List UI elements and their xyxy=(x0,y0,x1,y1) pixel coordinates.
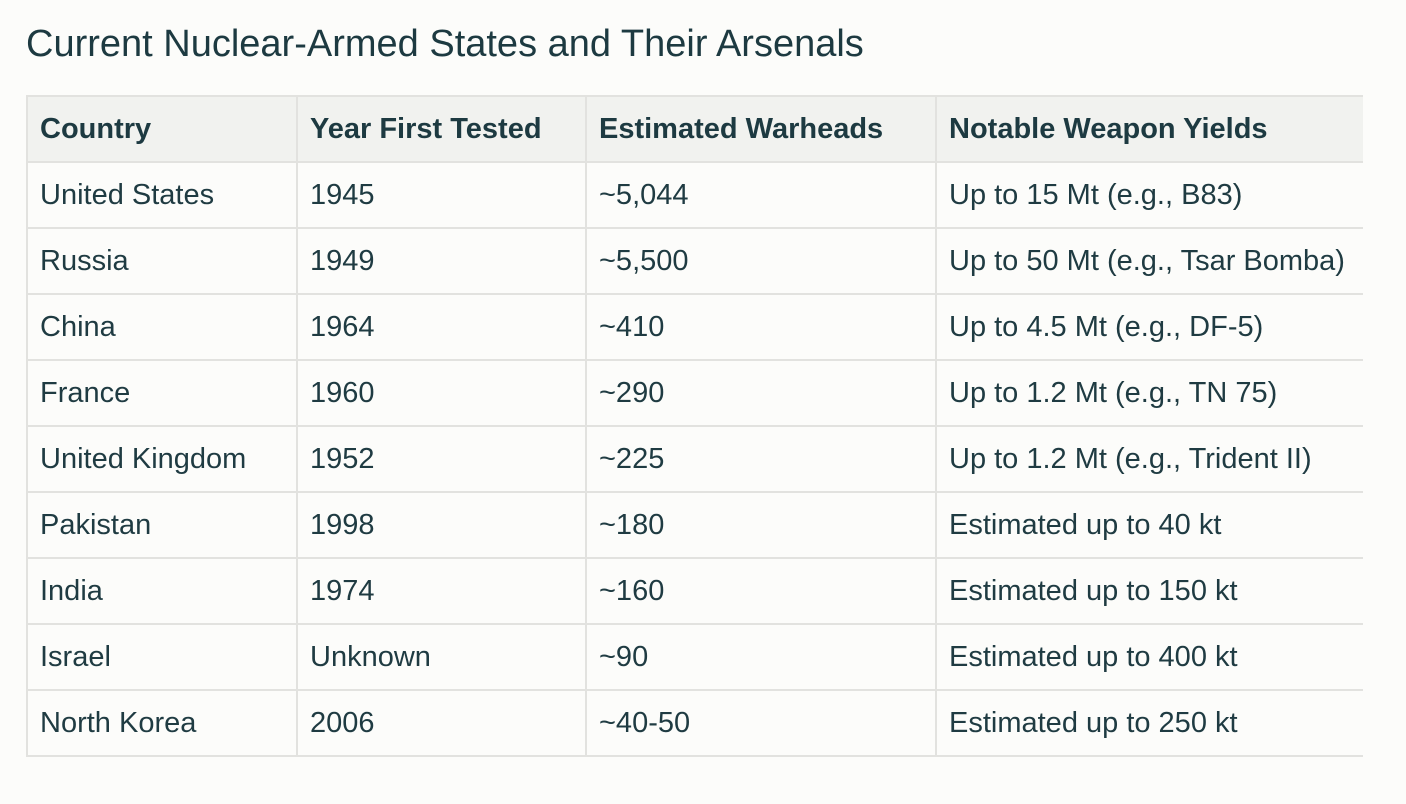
cell-warheads: ~225 xyxy=(585,425,937,493)
header-estimated-warheads: Estimated Warheads xyxy=(585,95,937,163)
table-row: North Korea 2006 ~40-50 Estimated up to … xyxy=(26,689,1363,757)
cell-country: France xyxy=(26,359,298,427)
cell-country: India xyxy=(26,557,298,625)
table-row: Pakistan 1998 ~180 Estimated up to 40 kt xyxy=(26,491,1363,559)
cell-yield: Up to 15 Mt (e.g., B83) xyxy=(935,161,1363,229)
table-row: United States 1945 ~5,044 Up to 15 Mt (e… xyxy=(26,161,1363,229)
cell-warheads: ~180 xyxy=(585,491,937,559)
cell-yield: Estimated up to 40 kt xyxy=(935,491,1363,559)
table-row: China 1964 ~410 Up to 4.5 Mt (e.g., DF-5… xyxy=(26,293,1363,361)
cell-warheads: ~5,500 xyxy=(585,227,937,295)
cell-country: North Korea xyxy=(26,689,298,757)
table-row: Israel Unknown ~90 Estimated up to 400 k… xyxy=(26,623,1363,691)
header-year-first-tested: Year First Tested xyxy=(296,95,587,163)
cell-year: 1998 xyxy=(296,491,587,559)
cell-country: Russia xyxy=(26,227,298,295)
cell-yield: Up to 1.2 Mt (e.g., Trident II) xyxy=(935,425,1363,493)
cell-warheads: ~160 xyxy=(585,557,937,625)
cell-warheads: ~290 xyxy=(585,359,937,427)
cell-warheads: ~90 xyxy=(585,623,937,691)
cell-country: Israel xyxy=(26,623,298,691)
header-country: Country xyxy=(26,95,298,163)
cell-year: 2006 xyxy=(296,689,587,757)
header-notable-weapon-yields: Notable Weapon Yields xyxy=(935,95,1363,163)
cell-country: United States xyxy=(26,161,298,229)
cell-yield: Estimated up to 150 kt xyxy=(935,557,1363,625)
cell-country: Pakistan xyxy=(26,491,298,559)
table-row: United Kingdom 1952 ~225 Up to 1.2 Mt (e… xyxy=(26,425,1363,493)
table-container[interactable]: Country Year First Tested Estimated Warh… xyxy=(26,95,1406,773)
cell-yield: Estimated up to 250 kt xyxy=(935,689,1363,757)
table-row: France 1960 ~290 Up to 1.2 Mt (e.g., TN … xyxy=(26,359,1363,427)
cell-yield: Up to 4.5 Mt (e.g., DF-5) xyxy=(935,293,1363,361)
cell-year: 1974 xyxy=(296,557,587,625)
table-row: India 1974 ~160 Estimated up to 150 kt xyxy=(26,557,1363,625)
cell-warheads: ~5,044 xyxy=(585,161,937,229)
table-header-row: Country Year First Tested Estimated Warh… xyxy=(26,95,1363,163)
cell-year: 1960 xyxy=(296,359,587,427)
table-row: Russia 1949 ~5,500 Up to 50 Mt (e.g., Ts… xyxy=(26,227,1363,295)
cell-year: 1949 xyxy=(296,227,587,295)
cell-warheads: ~410 xyxy=(585,293,937,361)
nuclear-states-table: Country Year First Tested Estimated Warh… xyxy=(26,95,1363,757)
cell-country: China xyxy=(26,293,298,361)
cell-yield: Up to 50 Mt (e.g., Tsar Bomba) xyxy=(935,227,1363,295)
cell-country: United Kingdom xyxy=(26,425,298,493)
cell-yield: Estimated up to 400 kt xyxy=(935,623,1363,691)
cell-year: 1945 xyxy=(296,161,587,229)
cell-year: 1952 xyxy=(296,425,587,493)
cell-year: 1964 xyxy=(296,293,587,361)
cell-warheads: ~40-50 xyxy=(585,689,937,757)
cell-year: Unknown xyxy=(296,623,587,691)
cell-yield: Up to 1.2 Mt (e.g., TN 75) xyxy=(935,359,1363,427)
page-title: Current Nuclear-Armed States and Their A… xyxy=(26,23,864,65)
